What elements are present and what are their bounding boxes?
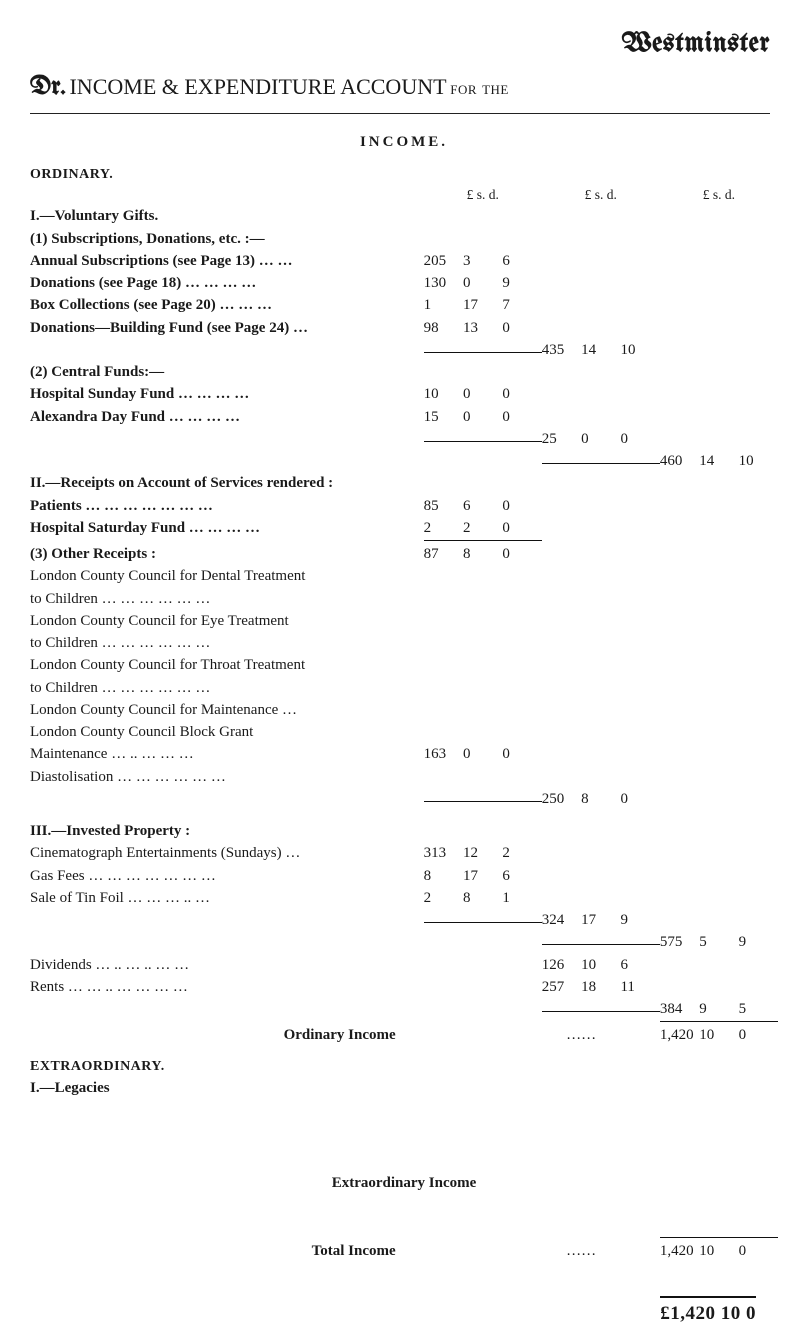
ordinary-income-label: Ordinary Income [30, 1024, 424, 1046]
lsd-head-1: £ s. d. [424, 185, 542, 205]
dr-label: Dr. [30, 74, 66, 101]
table-row: Donations—Building Fund (see Page 24) … … [30, 317, 778, 339]
extraordinary-income-label: Extraordinary Income [30, 1172, 778, 1194]
income-table: £ s. d. £ s. d. £ s. d. I.—Voluntary Gif… [30, 185, 778, 1262]
brand-title: Westminster [622, 26, 770, 64]
table-row: Gas Fees … … … … … … … 8176 [30, 865, 778, 887]
table-row: Box Collections (see Page 20) … … … 1177 [30, 294, 778, 316]
table-row: Hospital Saturday Fund … … … … 220 [30, 517, 778, 539]
lsd-head-3: £ s. d. [660, 185, 778, 205]
page-title-tail: for the [450, 78, 509, 98]
g2c-head: (3) Other Receipts : [30, 543, 424, 565]
income-heading: INCOME. [30, 132, 778, 152]
table-row: Annual Subscriptions (see Page 13) … … 2… [30, 250, 778, 272]
total-income-label: Total Income [30, 1240, 424, 1262]
table-row: Donations (see Page 18) … … … … 13009 [30, 272, 778, 294]
g1-head: I.—Voluntary Gifts. [30, 205, 424, 227]
divider [30, 113, 770, 114]
g1b-head: (2) Central Funds:— [30, 361, 424, 383]
table-row: Dividends … .. … .. … … 126106 [30, 954, 778, 976]
extraordinary-label: EXTRAORDINARY. [30, 1057, 424, 1078]
table-row: Maintenance … .. … … … 16300 [30, 743, 778, 765]
ordinary-label: ORDINARY. [30, 166, 778, 185]
legacies-head: I.—Legacies [30, 1077, 424, 1099]
table-row: Alexandra Day Fund … … … … 1500 [30, 406, 778, 428]
table-row: Cinematograph Entertainments (Sundays) …… [30, 842, 778, 864]
g1a-head: (1) Subscriptions, Donations, etc. :— [30, 228, 424, 250]
table-row: Sale of Tin Foil … … … .. … 281 [30, 887, 778, 909]
page-title-main: INCOME & EXPENDITURE ACCOUNT [69, 74, 446, 99]
footer-total: £1,420 10 0 [30, 1296, 778, 1327]
table-row: Hospital Sunday Fund … … … … 1000 [30, 383, 778, 405]
lsd-head-2: £ s. d. [542, 185, 660, 205]
table-row: Patients … … … … … … … 8560 [30, 495, 778, 517]
g3-head: III.—Invested Property : [30, 820, 424, 842]
g2-head: II.—Receipts on Account of Services rend… [30, 472, 424, 494]
table-row: Rents … … .. … … … … 2571811 [30, 976, 778, 998]
